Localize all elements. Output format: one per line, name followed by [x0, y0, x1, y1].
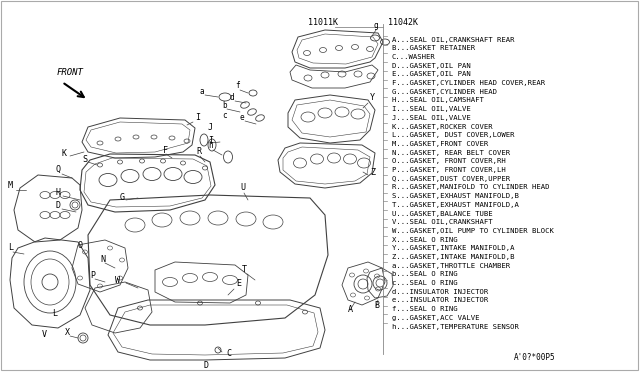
Text: O...GASKET, FRONT COVER,RH: O...GASKET, FRONT COVER,RH [392, 158, 506, 164]
Text: N: N [100, 255, 105, 264]
Text: H...SEAL OIL,CAMSHAFT: H...SEAL OIL,CAMSHAFT [392, 97, 484, 103]
Text: h...GASKET,TEMPERATURE SENSOR: h...GASKET,TEMPERATURE SENSOR [392, 324, 519, 330]
Text: M: M [8, 181, 13, 190]
Text: O: O [78, 241, 83, 250]
Text: C: C [226, 349, 231, 358]
Text: D: D [55, 201, 60, 210]
Text: g...GASKET,ACC VALVE: g...GASKET,ACC VALVE [392, 315, 479, 321]
Text: c: c [222, 111, 227, 120]
Text: T: T [242, 265, 247, 274]
Text: b: b [222, 101, 227, 110]
Text: U: U [240, 183, 245, 192]
Text: FRONT: FRONT [57, 68, 84, 77]
Text: K: K [62, 149, 67, 158]
Text: R...GASKET,MANIFOLD TO CYLINDER HEAD: R...GASKET,MANIFOLD TO CYLINDER HEAD [392, 185, 550, 190]
Text: P...GASKET, FRONT COVER,LH: P...GASKET, FRONT COVER,LH [392, 167, 506, 173]
Text: b...SEAL O RING: b...SEAL O RING [392, 272, 458, 278]
Text: A...SEAL OIL,CRANKSHAFT REAR: A...SEAL OIL,CRANKSHAFT REAR [392, 36, 515, 42]
Text: L...GASKET, DUST COVER,LOWER: L...GASKET, DUST COVER,LOWER [392, 132, 515, 138]
Text: A'0?*00P5: A'0?*00P5 [514, 353, 556, 362]
Text: G: G [120, 193, 125, 202]
Text: Q: Q [55, 165, 60, 174]
Text: c...SEAL O RING: c...SEAL O RING [392, 280, 458, 286]
Text: A: A [348, 305, 353, 314]
Text: P: P [90, 271, 95, 280]
Text: 11011K: 11011K [308, 18, 338, 27]
Text: e: e [240, 113, 244, 122]
Text: D...GASKET,OIL PAN: D...GASKET,OIL PAN [392, 62, 471, 68]
Text: E...GASKET,OIL PAN: E...GASKET,OIL PAN [392, 71, 471, 77]
Text: d...INSULATOR INJECTOR: d...INSULATOR INJECTOR [392, 289, 488, 295]
Text: a: a [200, 87, 205, 96]
Text: I: I [208, 136, 213, 145]
Text: J: J [208, 123, 213, 132]
Text: Y...GASKET,INTAKE MANIFOLD,A: Y...GASKET,INTAKE MANIFOLD,A [392, 245, 515, 251]
Text: X: X [65, 328, 70, 337]
Text: S...GASKET,EXHAUST MANIFOLD,B: S...GASKET,EXHAUST MANIFOLD,B [392, 193, 519, 199]
Text: h: h [208, 141, 212, 150]
Text: f: f [235, 81, 239, 90]
Text: L: L [8, 243, 13, 252]
Text: Z: Z [370, 168, 375, 177]
Text: H: H [56, 188, 61, 197]
Text: 11042K: 11042K [388, 18, 418, 27]
Text: M...GASKET,FRONT COVER: M...GASKET,FRONT COVER [392, 141, 488, 147]
Text: F...GASKET,CYLINDER HEAD COVER,REAR: F...GASKET,CYLINDER HEAD COVER,REAR [392, 80, 545, 86]
Text: a...GASKET,THROTTLE CHAMBER: a...GASKET,THROTTLE CHAMBER [392, 263, 510, 269]
Text: d: d [230, 93, 235, 102]
Text: E: E [236, 279, 241, 288]
Text: B...GASKET RETAINER: B...GASKET RETAINER [392, 45, 475, 51]
Text: V...SEAL OIL,CRANKSHAFT: V...SEAL OIL,CRANKSHAFT [392, 219, 493, 225]
Text: Q...GASKET,DUST COVER,UPPER: Q...GASKET,DUST COVER,UPPER [392, 176, 510, 182]
Text: X...SEAL O RING: X...SEAL O RING [392, 237, 458, 243]
Text: D: D [204, 361, 209, 370]
Text: I...SEAL OIL,VALVE: I...SEAL OIL,VALVE [392, 106, 471, 112]
Text: G...GASKET,CYLINDER HEAD: G...GASKET,CYLINDER HEAD [392, 89, 497, 95]
Text: K...GASKET,ROCKER COVER: K...GASKET,ROCKER COVER [392, 124, 493, 129]
Text: B: B [374, 301, 379, 310]
Text: C...WASHER: C...WASHER [392, 54, 436, 60]
Text: I: I [195, 113, 200, 122]
Text: V: V [42, 330, 47, 339]
Text: J...SEAL OIL,VALVE: J...SEAL OIL,VALVE [392, 115, 471, 121]
Text: Y: Y [370, 93, 375, 102]
Text: Z...GASKET,INTAKE MANIFOLD,B: Z...GASKET,INTAKE MANIFOLD,B [392, 254, 515, 260]
Text: N...GASKET, REAR BELT COVER: N...GASKET, REAR BELT COVER [392, 150, 510, 155]
Text: f...SEAL O RING: f...SEAL O RING [392, 306, 458, 312]
Text: U...GASKET,BALANCE TUBE: U...GASKET,BALANCE TUBE [392, 211, 493, 217]
Text: e...INSULATOR INJECTOR: e...INSULATOR INJECTOR [392, 298, 488, 304]
Text: L: L [52, 309, 57, 318]
Text: g: g [373, 21, 378, 30]
Text: R: R [196, 147, 201, 156]
Text: T...GASKET,EXHAUST MANIFOLD,A: T...GASKET,EXHAUST MANIFOLD,A [392, 202, 519, 208]
Text: W: W [115, 276, 120, 285]
Text: S: S [82, 155, 87, 164]
Text: F: F [163, 146, 168, 155]
Text: W...GASKET,OIL PUMP TO CYLINDER BLOCK: W...GASKET,OIL PUMP TO CYLINDER BLOCK [392, 228, 554, 234]
